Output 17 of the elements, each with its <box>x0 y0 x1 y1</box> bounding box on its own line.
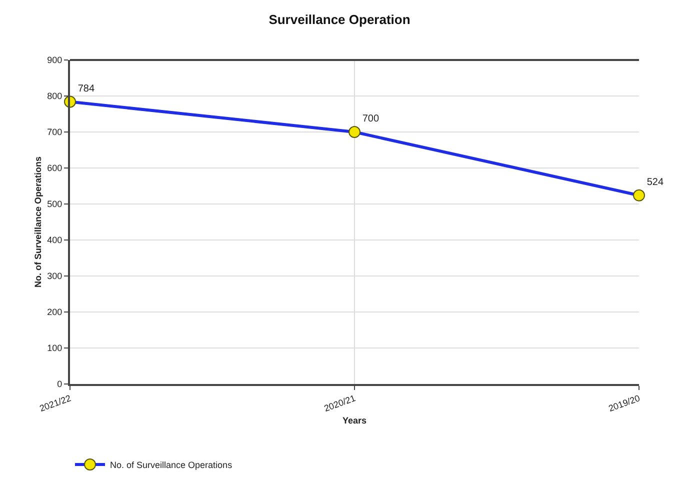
y-tick-label: 100 <box>47 343 62 354</box>
y-tick-label: 600 <box>47 163 62 174</box>
chart-title: Surveillance Operation <box>268 12 410 27</box>
y-tick-label: 700 <box>47 127 62 138</box>
data-label: 524 <box>646 176 664 188</box>
y-tick-label: 0 <box>57 379 62 390</box>
legend-label: No. of Surveillance Operations <box>110 460 233 470</box>
y-tick-label: 800 <box>47 91 62 102</box>
data-label: 784 <box>78 83 95 94</box>
x-axis-title: Years <box>342 416 367 426</box>
y-tick-label: 400 <box>47 235 62 246</box>
y-tick-label: 900 <box>47 55 62 66</box>
data-label: 700 <box>362 114 380 125</box>
y-tick-label: 500 <box>47 199 62 210</box>
y-tick-label: 200 <box>47 307 62 318</box>
y-axis-title: No. of Surveillance Operations <box>33 156 43 288</box>
y-tick-label: 300 <box>47 271 62 282</box>
